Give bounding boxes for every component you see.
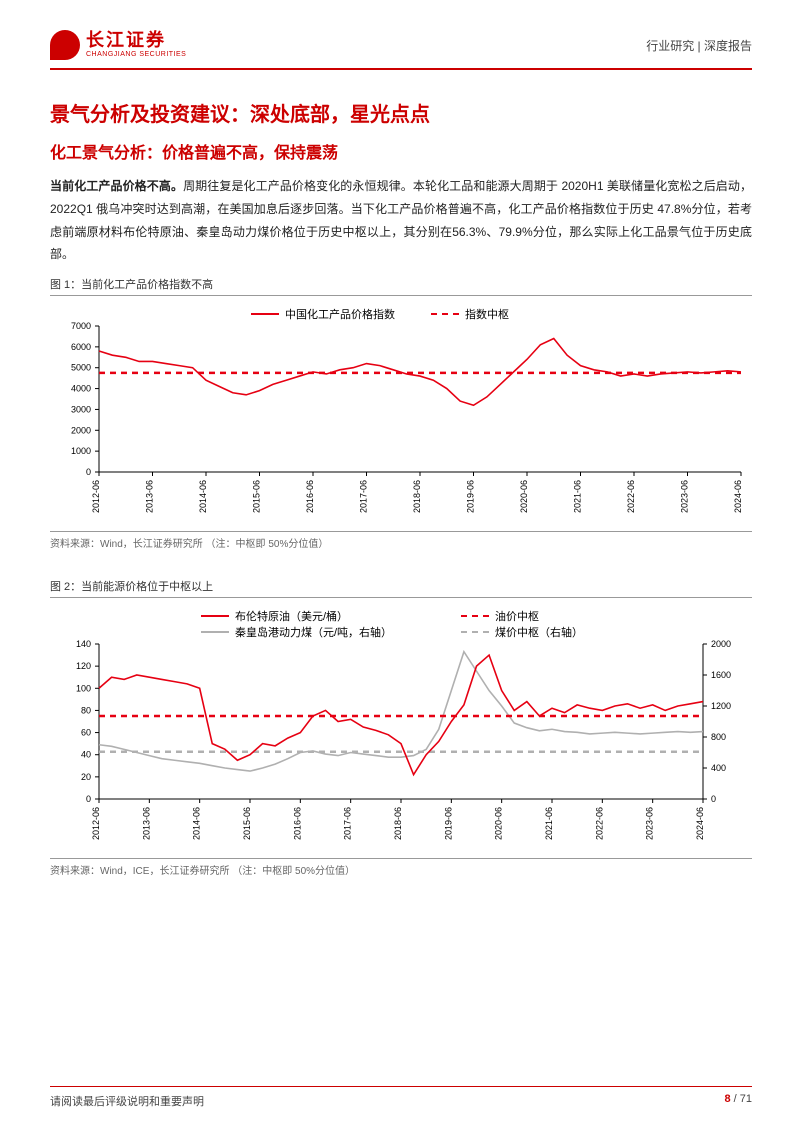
svg-text:2020-06: 2020-06 — [494, 807, 504, 840]
svg-text:指数中枢: 指数中枢 — [465, 307, 509, 321]
svg-text:2012-06: 2012-06 — [91, 480, 101, 513]
svg-text:2022-06: 2022-06 — [594, 807, 604, 840]
svg-text:秦皇岛港动力煤（元/吨，右轴）: 秦皇岛港动力煤（元/吨，右轴） — [235, 625, 392, 639]
svg-text:1200: 1200 — [711, 701, 731, 711]
brand-logo: 长江证券 CHANGJIANG SECURITIES — [50, 30, 186, 60]
svg-text:400: 400 — [711, 763, 726, 773]
svg-text:60: 60 — [81, 728, 91, 738]
body-paragraph: 当前化工产品价格不高。周期往复是化工产品价格变化的永恒规律。本轮化工品和能源大周… — [50, 175, 752, 266]
svg-text:2018-06: 2018-06 — [393, 807, 403, 840]
figure-2-source: 资料来源：Wind，ICE，长江证券研究所 （注：中枢即 50%分位值） — [50, 858, 752, 877]
logo-text: 长江证券 CHANGJIANG SECURITIES — [86, 31, 186, 58]
svg-text:2015-06: 2015-06 — [242, 807, 252, 840]
svg-text:布伦特原油（美元/桶）: 布伦特原油（美元/桶） — [235, 609, 348, 623]
svg-text:120: 120 — [76, 661, 91, 671]
svg-text:2021-06: 2021-06 — [544, 807, 554, 840]
svg-text:2017-06: 2017-06 — [343, 807, 353, 840]
svg-text:2014-06: 2014-06 — [192, 807, 202, 840]
svg-text:2017-06: 2017-06 — [359, 480, 369, 513]
figure-2-chart: 布伦特原油（美元/桶）油价中枢秦皇岛港动力煤（元/吨，右轴）煤价中枢（右轴）02… — [50, 604, 752, 849]
svg-text:中国化工产品价格指数: 中国化工产品价格指数 — [285, 307, 395, 321]
svg-text:2015-06: 2015-06 — [252, 480, 262, 513]
figure-1-title: 图 1：当前化工产品价格指数不高 — [50, 276, 752, 296]
page-number: 8 / 71 — [724, 1093, 752, 1109]
svg-text:2019-06: 2019-06 — [466, 480, 476, 513]
svg-text:2024-06: 2024-06 — [733, 480, 743, 513]
svg-text:5000: 5000 — [71, 363, 91, 373]
lead-bold: 当前化工产品价格不高。 — [50, 179, 183, 193]
svg-text:2023-06: 2023-06 — [645, 807, 655, 840]
page-sep: / — [731, 1093, 740, 1105]
svg-text:2013-06: 2013-06 — [145, 480, 155, 513]
svg-text:6000: 6000 — [71, 342, 91, 352]
svg-text:2016-06: 2016-06 — [292, 807, 302, 840]
svg-text:2019-06: 2019-06 — [443, 807, 453, 840]
svg-text:2013-06: 2013-06 — [141, 807, 151, 840]
doc-category: 行业研究 | 深度报告 — [646, 37, 752, 54]
figure-1-source: 资料来源：Wind，长江证券研究所 （注：中枢即 50%分位值） — [50, 531, 752, 550]
svg-text:0: 0 — [86, 794, 91, 804]
footer-disclaimer: 请阅读最后评级说明和重要声明 — [50, 1093, 204, 1109]
svg-text:2024-06: 2024-06 — [695, 807, 705, 840]
svg-text:2012-06: 2012-06 — [91, 807, 101, 840]
svg-text:40: 40 — [81, 750, 91, 760]
svg-text:煤价中枢（右轴）: 煤价中枢（右轴） — [495, 625, 583, 639]
svg-text:2020-06: 2020-06 — [519, 480, 529, 513]
subsection-title: 化工景气分析：价格普遍不高，保持震荡 — [50, 139, 752, 163]
figure-2-title: 图 2：当前能源价格位于中枢以上 — [50, 578, 752, 598]
svg-text:1000: 1000 — [71, 446, 91, 456]
svg-text:140: 140 — [76, 639, 91, 649]
svg-text:2000: 2000 — [71, 425, 91, 435]
svg-text:2018-06: 2018-06 — [412, 480, 422, 513]
svg-text:0: 0 — [711, 794, 716, 804]
brand-name-cn: 长江证券 — [86, 31, 186, 51]
svg-text:油价中枢: 油价中枢 — [495, 609, 539, 623]
svg-text:100: 100 — [76, 683, 91, 693]
svg-text:80: 80 — [81, 706, 91, 716]
svg-text:7000: 7000 — [71, 321, 91, 331]
page-footer: 请阅读最后评级说明和重要声明 8 / 71 — [50, 1086, 752, 1109]
svg-text:2000: 2000 — [711, 639, 731, 649]
svg-text:2021-06: 2021-06 — [573, 480, 583, 513]
svg-text:2016-06: 2016-06 — [305, 480, 315, 513]
svg-text:800: 800 — [711, 732, 726, 742]
svg-text:1600: 1600 — [711, 670, 731, 680]
brand-name-en: CHANGJIANG SECURITIES — [86, 51, 186, 59]
logo-icon — [50, 30, 80, 60]
svg-text:4000: 4000 — [71, 384, 91, 394]
section-title: 景气分析及投资建议：深处底部，星光点点 — [50, 98, 752, 127]
svg-text:0: 0 — [86, 467, 91, 477]
svg-text:3000: 3000 — [71, 405, 91, 415]
figure-1-chart: 中国化工产品价格指数 指数中枢 0 1000 2000 3000 4000 5000 6000 7… — [50, 302, 752, 522]
page-header: 长江证券 CHANGJIANG SECURITIES 行业研究 | 深度报告 — [50, 30, 752, 70]
page-total: 71 — [740, 1093, 752, 1105]
svg-text:2023-06: 2023-06 — [680, 480, 690, 513]
svg-text:2014-06: 2014-06 — [198, 480, 208, 513]
svg-text:20: 20 — [81, 772, 91, 782]
svg-text:2022-06: 2022-06 — [626, 480, 636, 513]
